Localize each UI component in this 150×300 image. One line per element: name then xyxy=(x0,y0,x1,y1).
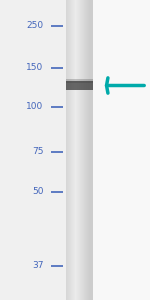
Bar xyxy=(66,81,93,90)
Text: 100: 100 xyxy=(26,102,44,111)
Bar xyxy=(67,0,68,300)
Bar xyxy=(71,0,72,300)
Text: 150: 150 xyxy=(26,63,44,72)
Bar xyxy=(85,0,86,300)
Bar xyxy=(78,0,79,300)
Bar xyxy=(68,0,69,300)
Bar xyxy=(79,0,80,300)
Bar xyxy=(70,0,71,300)
Text: 50: 50 xyxy=(32,188,44,196)
Bar xyxy=(86,0,87,300)
Bar xyxy=(89,0,90,300)
Bar xyxy=(73,0,74,300)
Bar xyxy=(81,0,82,300)
Bar xyxy=(93,0,150,300)
Bar xyxy=(80,0,81,300)
Bar xyxy=(88,0,89,300)
Text: 37: 37 xyxy=(32,261,44,270)
Bar xyxy=(77,0,78,300)
Bar xyxy=(66,79,93,83)
Bar xyxy=(72,0,73,300)
Bar xyxy=(90,0,91,300)
Bar xyxy=(84,0,85,300)
Bar xyxy=(74,0,75,300)
Text: 75: 75 xyxy=(32,147,44,156)
Bar xyxy=(87,0,88,300)
Bar xyxy=(75,0,76,300)
Text: 250: 250 xyxy=(26,21,44,30)
Bar xyxy=(83,0,84,300)
Bar xyxy=(92,0,93,300)
Bar xyxy=(69,0,70,300)
Bar xyxy=(91,0,92,300)
Bar xyxy=(82,0,83,300)
Bar xyxy=(76,0,77,300)
Bar xyxy=(66,0,67,300)
